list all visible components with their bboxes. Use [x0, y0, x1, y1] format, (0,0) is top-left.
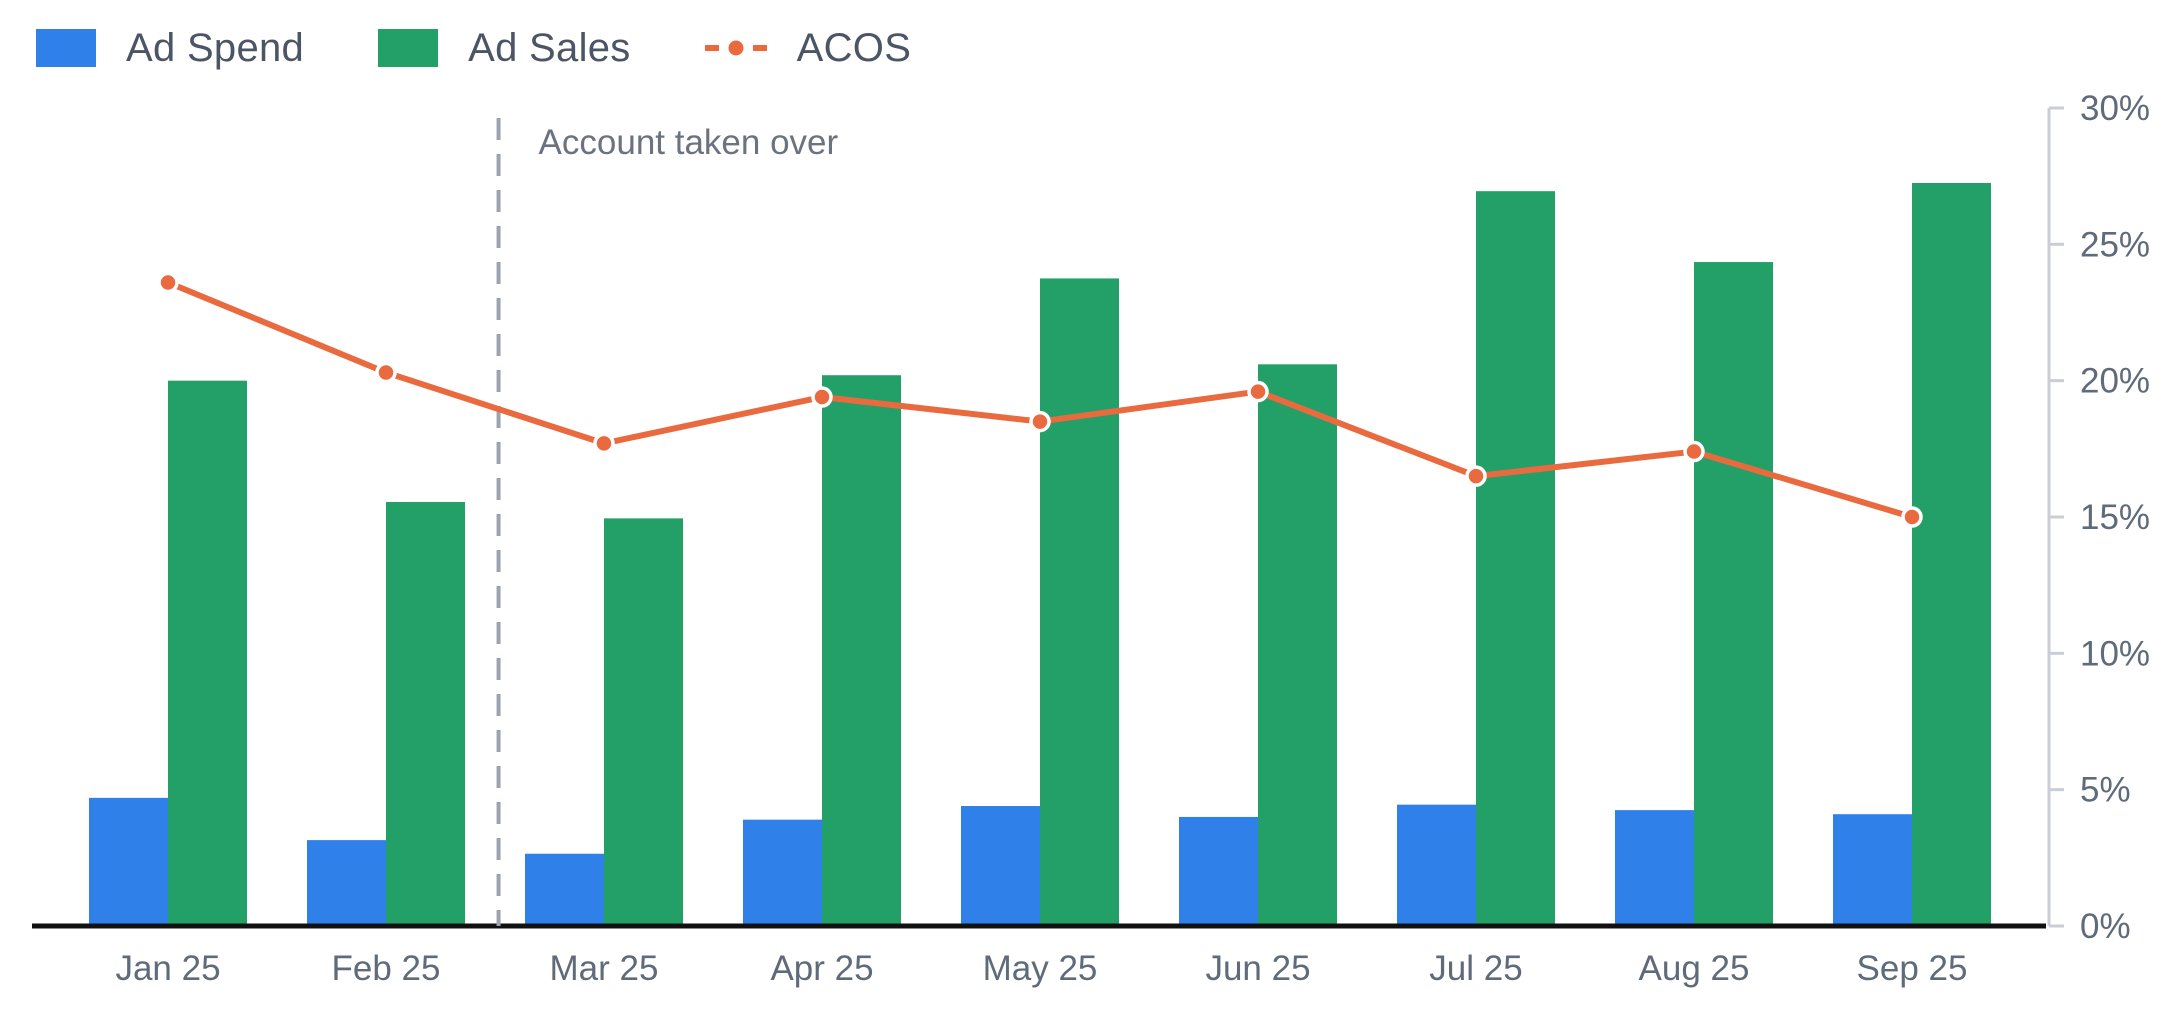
x-axis-tick-label: Jul 25 — [1429, 949, 1522, 988]
acos-point — [1683, 440, 1705, 463]
annotation-label: Account taken over — [539, 123, 839, 162]
acos-point — [157, 271, 179, 294]
acos-point — [811, 386, 833, 408]
acos-point — [1901, 506, 1923, 528]
legend-label-acos: ACOS — [796, 25, 912, 70]
x-axis-tick-label: Apr 25 — [770, 949, 873, 988]
ad-spend-bar — [1397, 804, 1476, 926]
legend: Ad Spend Ad Sales ACOS — [36, 20, 985, 76]
legend-item-acos: ACOS — [704, 25, 912, 71]
x-axis-tick-label: Jun 25 — [1205, 949, 1310, 988]
acos-point — [593, 432, 615, 455]
ad-sales-bar — [1912, 182, 1991, 926]
right-axis-tick-label: 20% — [2080, 362, 2150, 401]
right-axis-tick-label: 30% — [2080, 89, 2150, 128]
right-axis-tick-label: 10% — [2080, 634, 2150, 673]
ad-spend-bar — [89, 797, 168, 926]
ad-spend-bar — [525, 853, 604, 926]
ad-sales-bar — [386, 502, 465, 926]
ad-spend-bar — [307, 840, 386, 926]
ad-sales-bar — [1258, 364, 1337, 927]
ad-spend-bar — [743, 819, 822, 926]
right-axis-tick-label: 15% — [2080, 498, 2150, 537]
ad-sales-bar — [168, 380, 247, 927]
x-axis-tick-label: Sep 25 — [1857, 949, 1968, 988]
x-axis-tick-label: Mar 25 — [550, 949, 659, 988]
ad-spend-bar — [1615, 810, 1694, 926]
ad-spend-bar — [1833, 814, 1912, 926]
right-axis-tick-label: 25% — [2080, 225, 2150, 264]
ad-sales-bar — [604, 518, 683, 926]
acos-point — [1029, 410, 1051, 433]
x-axis-tick-label: Jan 25 — [115, 949, 220, 988]
ad-sales-bar — [822, 375, 901, 926]
x-axis-tick-label: Feb 25 — [332, 949, 441, 988]
x-axis-tick-label: Aug 25 — [1639, 949, 1750, 988]
legend-label-ad-spend: Ad Spend — [126, 25, 305, 70]
acos-point — [375, 361, 397, 384]
ad-spend-bar — [1179, 816, 1258, 926]
legend-label-ad-sales: Ad Sales — [468, 25, 631, 70]
right-axis-tick-label: 5% — [2080, 771, 2131, 810]
right-axis-tick-label: 0% — [2080, 907, 2131, 946]
ad-spend-bar — [961, 806, 1040, 926]
ad-sales-bar — [1040, 278, 1119, 927]
legend-item-ad-sales: Ad Sales — [378, 26, 631, 71]
x-axis-tick-label: May 25 — [983, 949, 1098, 988]
ad-sales-swatch — [378, 29, 439, 67]
acos-point — [1247, 380, 1269, 403]
legend-item-ad-spend: Ad Spend — [36, 26, 304, 71]
acos-line-swatch — [704, 37, 767, 59]
ad-spend-swatch — [36, 29, 96, 67]
ad-sales-bar — [1476, 191, 1555, 926]
acos-point — [1465, 465, 1487, 487]
ad-sales-bar — [1694, 262, 1773, 927]
